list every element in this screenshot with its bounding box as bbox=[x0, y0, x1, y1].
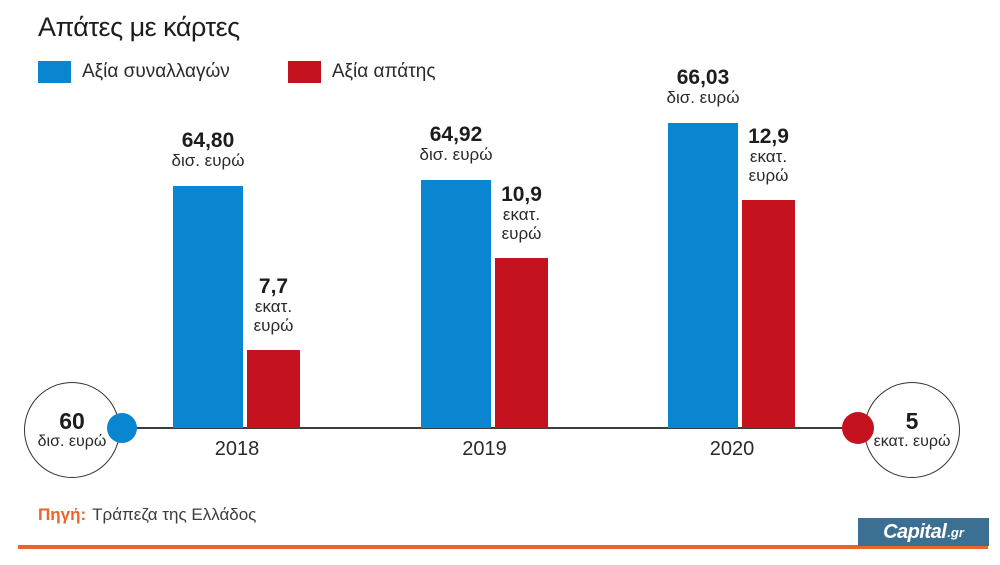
bar-value-label-2019-transactions: 64,92 δισ. ευρώ bbox=[396, 123, 516, 165]
bar-unit: ευρώ bbox=[501, 223, 542, 243]
footer-orange-rule bbox=[18, 545, 988, 549]
legend-label-fraud: Αξία απάτης bbox=[331, 61, 436, 82]
bar-value: 12,9 bbox=[748, 125, 789, 148]
bar-value-label-2019-fraud: 10,9 εκατ. ευρώ bbox=[462, 183, 582, 243]
bar-unit: δισ. ευρώ bbox=[666, 88, 740, 108]
category-label-2019: 2019 bbox=[462, 438, 507, 460]
axis-baseline bbox=[122, 427, 859, 429]
right-baseline-value: 5 bbox=[905, 407, 919, 434]
bar-value-label-2020-fraud: 12,9 εκατ. ευρώ bbox=[709, 125, 829, 185]
legend-item-fraud: Αξία απάτης bbox=[287, 61, 436, 83]
category-label-2018: 2018 bbox=[214, 438, 260, 460]
source-line: Πηγή: Τράπεζα της Ελλάδος bbox=[38, 505, 256, 525]
bar-value-label-2018-fraud: 7,7 εκατ. ευρώ bbox=[214, 275, 334, 335]
legend-swatch-blue bbox=[38, 61, 71, 83]
source-text: Τράπεζα της Ελλάδος bbox=[92, 505, 257, 524]
bar-unit: δισ. ευρώ bbox=[171, 151, 245, 171]
bar-value: 7,7 bbox=[258, 275, 289, 298]
red-baseline-dot bbox=[842, 412, 874, 444]
bar-unit: ευρώ bbox=[748, 165, 789, 185]
capital-logo-text: Capital bbox=[883, 520, 947, 543]
source-label: Πηγή: bbox=[38, 505, 87, 524]
left-baseline-value: 60 bbox=[59, 407, 85, 434]
bar-2019-transactions bbox=[421, 180, 491, 428]
bar-value: 66,03 bbox=[676, 66, 730, 89]
bar-value: 10,9 bbox=[501, 183, 542, 206]
bar-unit: εκατ. bbox=[749, 147, 788, 167]
bar-unit: δισ. ευρώ bbox=[419, 145, 493, 165]
bar-2020-fraud bbox=[742, 200, 795, 428]
bar-value-label-2020-transactions: 66,03 δισ. ευρώ bbox=[643, 66, 763, 108]
legend: Αξία συναλλαγών Αξία απάτης bbox=[38, 61, 436, 83]
bar-2019-fraud bbox=[495, 258, 548, 428]
left-baseline-unit: δισ. ευρώ bbox=[37, 432, 107, 450]
legend-label-transactions: Αξία συναλλαγών bbox=[82, 61, 230, 82]
bar-value: 64,80 bbox=[181, 129, 235, 152]
bar-2020-transactions bbox=[668, 123, 738, 428]
capital-logo-suffix: .gr bbox=[947, 524, 964, 540]
bar-value-label-2018-transactions: 64,80 δισ. ευρώ bbox=[148, 129, 268, 171]
legend-item-transactions: Αξία συναλλαγών bbox=[38, 61, 230, 83]
blue-baseline-dot bbox=[107, 413, 137, 443]
bar-unit: εκατ. bbox=[502, 205, 541, 225]
bar-value: 64,92 bbox=[429, 123, 483, 146]
capital-logo[interactable]: Capital .gr bbox=[858, 518, 989, 546]
right-baseline-unit: εκατ. ευρώ bbox=[873, 432, 951, 450]
right-baseline-circle: 5 εκατ. ευρώ bbox=[864, 382, 960, 478]
bar-unit: εκατ. bbox=[254, 297, 293, 317]
category-label-2020: 2020 bbox=[709, 438, 755, 460]
left-baseline-circle: 60 δισ. ευρώ bbox=[24, 382, 120, 478]
bar-unit: ευρώ bbox=[253, 315, 294, 335]
bar-2018-transactions bbox=[173, 186, 243, 428]
legend-swatch-red bbox=[287, 61, 321, 83]
chart-title: Απάτες με κάρτες bbox=[38, 12, 240, 42]
bar-2018-fraud bbox=[247, 350, 300, 428]
